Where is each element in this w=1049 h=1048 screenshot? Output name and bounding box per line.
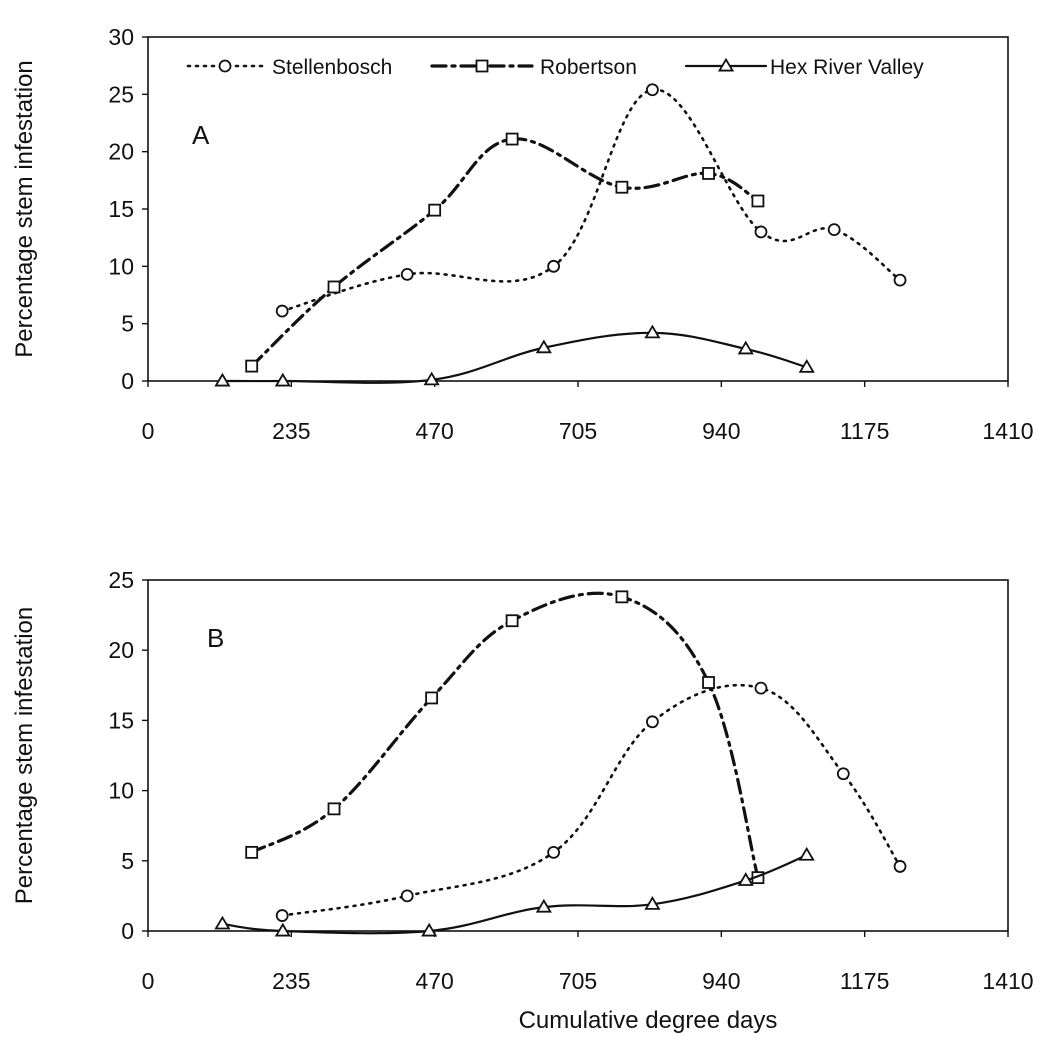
x-axis-label: Cumulative degree days xyxy=(519,1007,778,1034)
x-tick-label: 0 xyxy=(142,418,155,444)
data-point-circle xyxy=(646,715,659,729)
data-point-circle xyxy=(836,767,850,781)
data-point-triangle xyxy=(737,340,754,355)
data-point-circle xyxy=(754,225,768,239)
series-line xyxy=(280,88,902,313)
data-point-circle xyxy=(893,273,907,287)
series-line xyxy=(280,683,902,917)
data-point-square xyxy=(702,676,715,689)
y-tick-label: 0 xyxy=(121,918,134,944)
legend: Stellenbosch Robertson Hex River Valley xyxy=(186,56,924,79)
x-tick-label: 1175 xyxy=(840,968,889,994)
x-tick-label: 1410 xyxy=(982,968,1033,994)
chart-panel-a: 0 5 10 15 20 25 30 0 235 470 705 940 1175 1410 Percent… xyxy=(11,24,1034,444)
data-point-triangle xyxy=(644,896,661,910)
series-line xyxy=(221,331,808,384)
data-point-square xyxy=(425,691,439,705)
y-tick-label: 15 xyxy=(108,196,134,222)
data-point-triangle xyxy=(798,846,815,861)
y-tick-label: 5 xyxy=(121,848,134,874)
legend-marker-square xyxy=(475,59,489,73)
series-robertson xyxy=(245,590,765,885)
data-point-circle xyxy=(547,259,561,273)
data-point-square xyxy=(505,614,519,628)
x-tick-label: 470 xyxy=(415,418,453,444)
data-point-triangle xyxy=(737,872,754,886)
data-point-circle xyxy=(893,860,907,873)
series-hex-river-valley xyxy=(214,846,815,937)
x-tick-label: 705 xyxy=(559,968,597,994)
data-point-triangle xyxy=(214,915,231,930)
series-line xyxy=(250,137,760,368)
data-point-circle xyxy=(275,304,289,318)
data-point-triangle xyxy=(274,922,291,937)
y-tick-label: 10 xyxy=(108,778,134,804)
data-point-square xyxy=(428,203,442,217)
data-point-circle xyxy=(275,909,289,922)
panel-letter: B xyxy=(207,623,224,653)
legend-label: Stellenbosch xyxy=(272,56,392,79)
series-robertson xyxy=(245,132,765,373)
y-tick-label: 30 xyxy=(108,24,134,50)
plot-frame xyxy=(147,579,1009,932)
y-tick-label: 20 xyxy=(108,139,134,165)
x-tick-label: 235 xyxy=(272,418,310,444)
data-point-square xyxy=(327,280,341,294)
data-point-triangle xyxy=(535,339,552,354)
data-point-square xyxy=(751,194,765,208)
data-point-circle xyxy=(547,845,561,859)
x-tick-label: 470 xyxy=(415,968,453,994)
data-point-circle xyxy=(400,889,414,903)
series-hex-river-valley xyxy=(214,324,815,387)
y-tick-label: 5 xyxy=(121,311,134,337)
data-point-square xyxy=(615,590,629,604)
data-point-triangle xyxy=(214,372,231,387)
data-point-circle xyxy=(827,223,841,237)
y-tick-label: 25 xyxy=(108,81,134,107)
x-tick-label: 940 xyxy=(702,968,740,994)
panel-letter: A xyxy=(192,120,210,150)
data-point-circle xyxy=(754,681,768,695)
data-point-triangle xyxy=(421,922,438,937)
x-tick-label: 235 xyxy=(272,968,310,994)
y-tick-label: 25 xyxy=(108,567,134,593)
data-point-square xyxy=(245,845,259,859)
y-tick-label: 20 xyxy=(108,637,134,663)
series-line xyxy=(250,591,760,880)
data-point-triangle xyxy=(274,372,291,387)
data-point-square xyxy=(327,802,341,816)
plot-frame xyxy=(147,36,1009,382)
series-line xyxy=(221,854,808,935)
data-point-triangle xyxy=(423,371,440,386)
legend-marker-circle xyxy=(218,59,232,73)
y-tick-label: 10 xyxy=(108,253,134,279)
x-tick-label: 705 xyxy=(559,418,597,444)
data-point-circle xyxy=(400,267,414,281)
chart-panel-b: 0 5 10 15 20 25 0 235 470 705 940 1175 1410 Percentag… xyxy=(11,567,1034,1034)
x-tick-label: 1410 xyxy=(982,418,1033,444)
series-stellenbosch xyxy=(275,83,907,318)
series-stellenbosch xyxy=(275,681,907,922)
y-tick-label: 0 xyxy=(121,368,134,394)
data-point-circle xyxy=(646,83,659,97)
data-point-triangle xyxy=(798,358,815,373)
x-tick-label: 0 xyxy=(142,968,155,994)
data-point-square xyxy=(505,132,519,146)
x-tick-label: 1175 xyxy=(840,418,889,444)
data-point-triangle xyxy=(535,898,552,913)
legend-label: Robertson xyxy=(540,56,637,79)
data-point-triangle xyxy=(644,324,661,339)
data-point-square xyxy=(615,180,629,194)
x-tick-label: 940 xyxy=(702,418,740,444)
data-point-square xyxy=(245,359,259,373)
data-point-square xyxy=(702,167,715,180)
legend-label: Hex River Valley xyxy=(770,56,924,79)
legend-marker-triangle xyxy=(717,57,735,72)
y-axis-label: Percentage stem infestation xyxy=(11,607,38,905)
y-tick-label: 15 xyxy=(108,707,134,733)
y-axis-label: Percentage stem infestation xyxy=(11,60,38,358)
